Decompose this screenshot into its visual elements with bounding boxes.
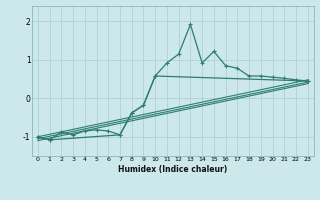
X-axis label: Humidex (Indice chaleur): Humidex (Indice chaleur) <box>118 165 228 174</box>
